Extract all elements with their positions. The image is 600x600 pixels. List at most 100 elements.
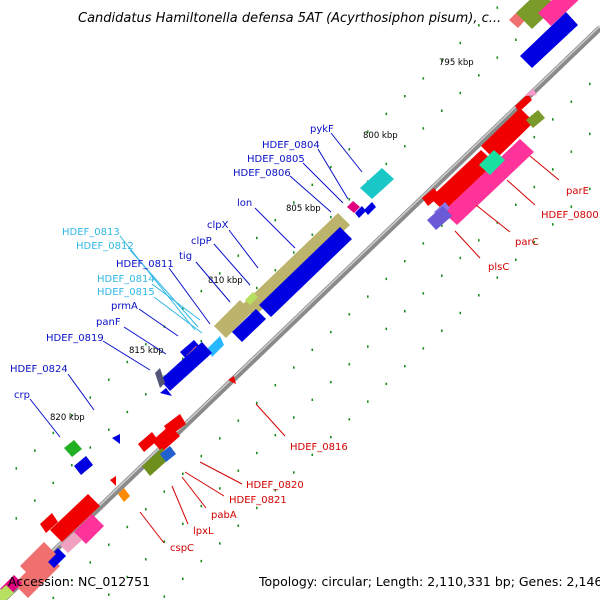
track-dot bbox=[441, 109, 443, 112]
gene-feature bbox=[64, 440, 82, 457]
track-dot bbox=[478, 24, 480, 27]
track-dot bbox=[274, 219, 277, 222]
track-dot bbox=[237, 469, 240, 472]
track-dot bbox=[570, 100, 573, 103]
track-dot bbox=[570, 150, 573, 153]
track-dot bbox=[441, 224, 443, 227]
gene-feature bbox=[520, 12, 578, 68]
track-dot bbox=[163, 490, 166, 493]
gene-label[interactable]: pabA bbox=[211, 510, 237, 521]
gene-label[interactable]: HDEF_0813 bbox=[62, 227, 120, 238]
track-dot bbox=[367, 400, 369, 403]
gene-label[interactable]: HDEF_0805 bbox=[247, 154, 305, 165]
track-dot bbox=[293, 201, 295, 204]
track-dot bbox=[52, 431, 55, 435]
tick-810: 810 kbp bbox=[208, 276, 243, 286]
gene-feature bbox=[160, 388, 172, 396]
track-dot bbox=[385, 162, 388, 166]
track-dot bbox=[52, 481, 55, 485]
track-dot bbox=[589, 132, 591, 136]
gene-label[interactable]: HDEF_0814 bbox=[97, 274, 155, 285]
track-dot bbox=[330, 330, 332, 334]
track-dot bbox=[89, 396, 92, 399]
track-dot bbox=[145, 558, 147, 561]
gene-feature bbox=[427, 206, 452, 230]
track-dot bbox=[404, 310, 406, 313]
gene-label[interactable]: HDEF_0811 bbox=[116, 259, 174, 270]
gene-label[interactable]: plsC bbox=[488, 262, 509, 273]
gene-feature bbox=[164, 414, 186, 436]
gene-label[interactable]: parC bbox=[515, 237, 539, 248]
track-dot bbox=[71, 464, 73, 467]
gene-feature bbox=[160, 342, 212, 391]
gene-label[interactable]: prmA bbox=[111, 301, 138, 312]
gene-feature bbox=[208, 336, 224, 357]
track-dot bbox=[311, 453, 314, 456]
gene-labels-lower: parE HDEF_0800 parC plsC HDEF_0816 HDEF_… bbox=[170, 186, 599, 554]
track-dot bbox=[515, 203, 517, 206]
gene-label[interactable]: lon bbox=[237, 198, 252, 209]
gene-labels-cyan: HDEF_0813 HDEF_0812 HDEF_0814 HDEF_0815 bbox=[62, 227, 155, 298]
gene-label[interactable]: lpxL bbox=[193, 526, 214, 537]
track-dot bbox=[256, 506, 258, 510]
track-dot bbox=[163, 595, 166, 598]
gene-label[interactable]: HDEF_0820 bbox=[246, 480, 304, 491]
gene-label[interactable]: HDEF_0824 bbox=[10, 364, 68, 375]
track-dot bbox=[348, 198, 351, 201]
track-dot bbox=[293, 471, 295, 474]
gene-label[interactable]: clpP bbox=[191, 236, 212, 247]
track-dot bbox=[478, 74, 480, 77]
gene-label[interactable]: tig bbox=[179, 251, 192, 262]
track-dot bbox=[89, 446, 92, 449]
gene-feature bbox=[481, 108, 534, 160]
gene-feature bbox=[355, 206, 366, 218]
track-dot bbox=[311, 348, 314, 351]
gene-feature bbox=[479, 150, 505, 175]
track-dot bbox=[459, 311, 462, 315]
track-dot bbox=[200, 339, 203, 343]
track-dot bbox=[367, 295, 369, 298]
track-dot bbox=[126, 360, 129, 364]
track-dot bbox=[367, 130, 369, 133]
track-dot bbox=[15, 467, 18, 470]
track-dot bbox=[219, 487, 221, 490]
track-dot bbox=[422, 127, 425, 130]
track-dot bbox=[200, 559, 203, 563]
track-dot bbox=[496, 6, 499, 9]
gene-label[interactable]: HDEF_0800 bbox=[541, 210, 599, 221]
track-dot bbox=[311, 398, 314, 401]
gene-label[interactable]: HDEF_0819 bbox=[46, 333, 104, 344]
track-dot bbox=[274, 434, 277, 437]
gene-label[interactable]: HDEF_0815 bbox=[97, 287, 155, 298]
gene-label[interactable]: HDEF_0804 bbox=[262, 140, 320, 151]
gene-label[interactable]: HDEF_0812 bbox=[76, 241, 134, 252]
track-dot bbox=[404, 365, 406, 368]
gene-label[interactable]: crp bbox=[14, 390, 30, 401]
gene-label[interactable]: HDEF_0821 bbox=[229, 495, 287, 506]
track-dot bbox=[422, 292, 425, 295]
gene-label[interactable]: HDEF_0816 bbox=[290, 442, 348, 453]
gene-label[interactable]: clpX bbox=[207, 220, 229, 231]
tick-815: 815 kbp bbox=[129, 346, 164, 356]
gene-label[interactable]: HDEF_0806 bbox=[233, 168, 291, 179]
track-dot bbox=[108, 378, 110, 381]
track-dot bbox=[478, 294, 480, 297]
gene-label[interactable]: pykF bbox=[310, 124, 334, 135]
track-dot bbox=[237, 524, 240, 527]
gene-feature bbox=[155, 368, 165, 388]
track-dot bbox=[200, 504, 203, 508]
gene-label[interactable]: cspC bbox=[170, 543, 194, 554]
gene-label[interactable]: parE bbox=[566, 186, 589, 197]
gene-labels-upper: pykF HDEF_0804 HDEF_0805 HDEF_0806 lon c… bbox=[10, 124, 334, 401]
gene-label[interactable]: panF bbox=[96, 317, 121, 328]
dotted-tracks bbox=[15, 3, 591, 600]
track-dot bbox=[515, 258, 517, 261]
track-dot bbox=[182, 307, 184, 310]
gene-feature bbox=[138, 432, 158, 452]
track-dot bbox=[496, 221, 499, 224]
gene-feature bbox=[112, 434, 120, 444]
forward-genes bbox=[0, 0, 579, 600]
track-dot bbox=[237, 419, 240, 422]
